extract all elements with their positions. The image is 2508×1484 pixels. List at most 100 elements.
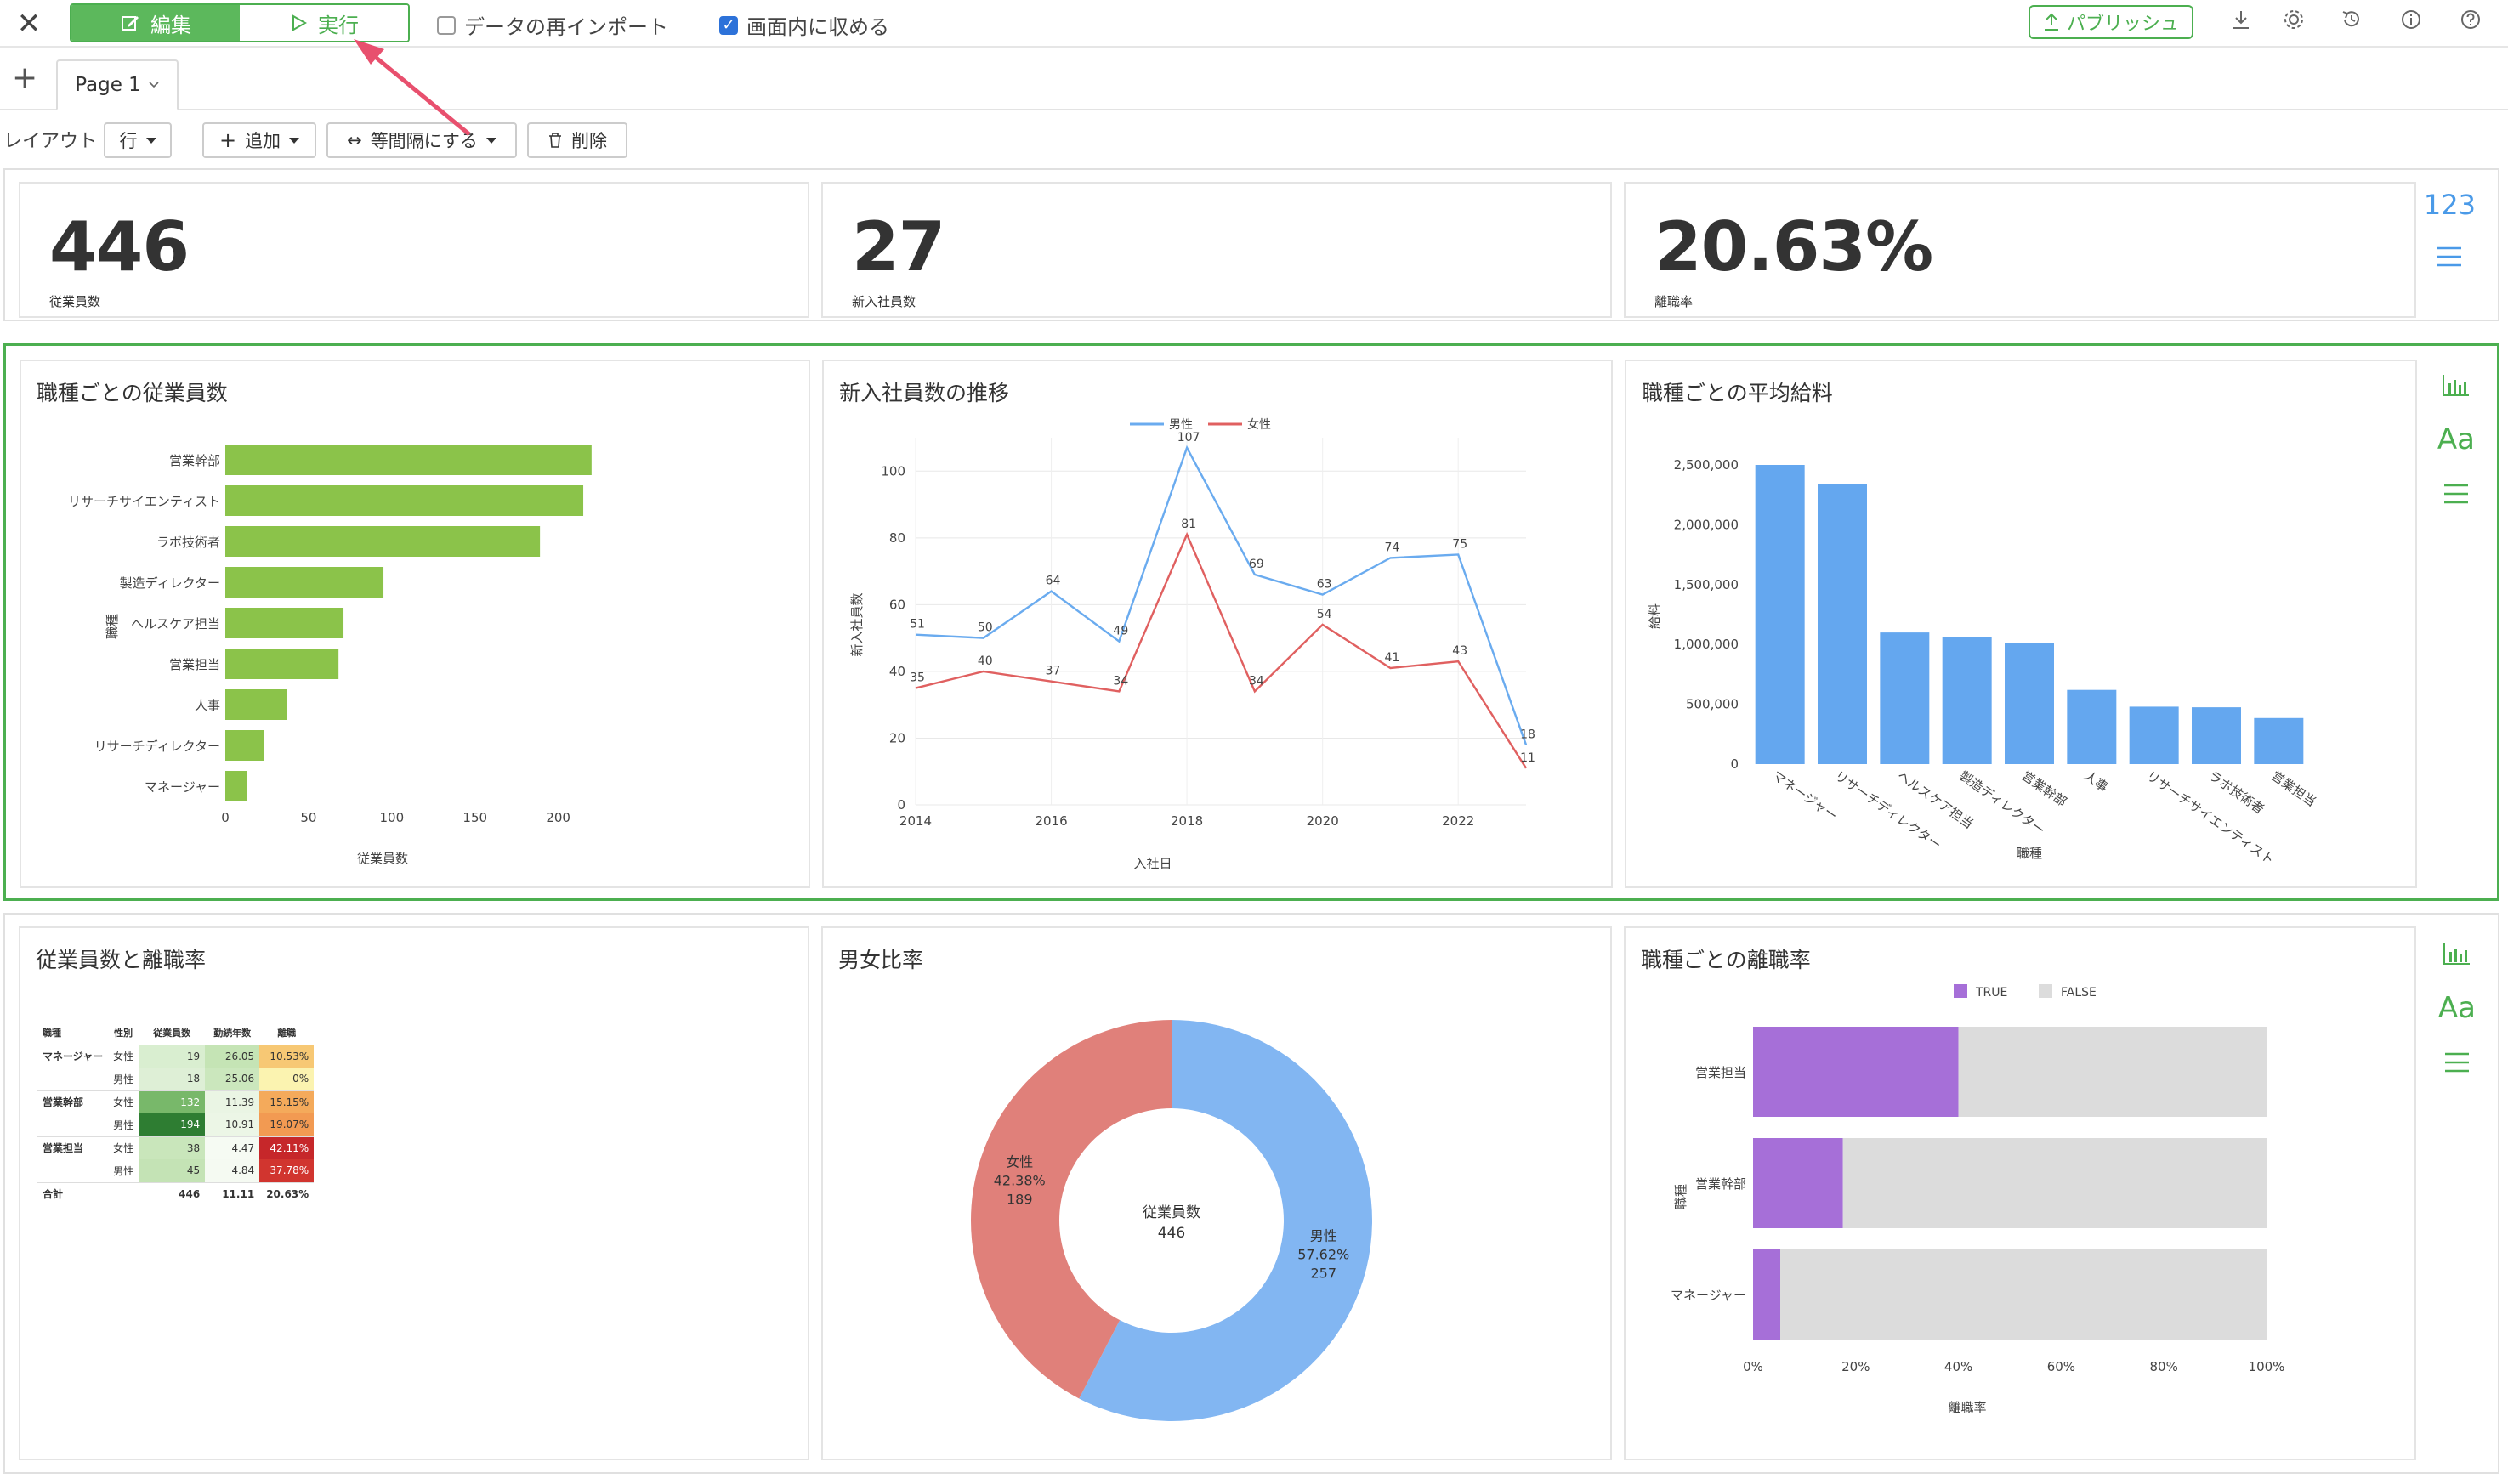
run-mode-label: 実行 [318,13,359,37]
checkbox-box[interactable] [437,15,456,35]
delete-button[interactable]: 削除 [527,122,627,158]
legend-label: TRUE [1975,986,2007,1000]
fit-screen-checkbox[interactable]: ✓ 画面内に収める [719,10,889,40]
chevron-down-icon[interactable] [148,81,160,89]
pivot-cell: 19.07% [259,1113,315,1136]
pivot-row: 営業幹部 女性 132 11.39 15.15% [37,1090,315,1113]
data-label: 69 [1249,558,1264,571]
kpi-card-attrition[interactable]: 20.63% 離職率 [1624,182,2416,318]
data-label: 51 [910,618,925,632]
card-title: 職種ごとの平均給料 [1642,381,1833,405]
pivot-cell: 132 [139,1090,206,1113]
edit-mode-button[interactable]: 編集 [71,5,240,41]
axis-label: 職種 [105,614,120,639]
info-icon[interactable] [2396,8,2426,39]
gender-ratio-card[interactable]: 男女比率 男性 57.62% 257 女性 42.38% 189 従業員数 446 [821,926,1612,1460]
data-label: 35 [910,671,925,685]
menu-icon[interactable] [2439,477,2473,511]
bar [2005,643,2054,764]
delete-label: 削除 [571,131,607,151]
pivot-row: 男性 194 10.91 19.07% [37,1113,315,1136]
menu-icon[interactable] [2432,240,2466,274]
legend-label: 男性 [1169,418,1193,432]
kpi-row[interactable]: 446 従業員数 27 新入社員数 20.63% 離職率 123 [3,168,2499,321]
avg-salary-card[interactable]: 職種ごとの平均給料 0 500,000 1,000,000 1,500,000 2,00… [1625,360,2417,888]
edit-mode-label: 編集 [150,13,191,37]
data-label: 41 [1385,651,1400,665]
category-label: 営業担当 [2268,768,2318,810]
reimport-checkbox[interactable]: データの再インポート [437,10,668,40]
bar-chart-icon[interactable] [2440,937,2474,971]
category-label: 人事 [195,698,220,713]
tick-label: 100 [881,463,905,479]
axis-label: 職種 [1673,1184,1688,1209]
attrition-card[interactable]: 職種ごとの離職率 営業担当 営業幹部 マネージャー 0% 20% 40% 60% 80% 100… [1624,926,2416,1460]
help-icon[interactable] [2455,8,2486,39]
data-label: 34 [1249,674,1264,688]
jobs-count-card[interactable]: 職種ごとの従業員数 営業幹部 リサーチサイエンティスト ラボ技術者 製造ディレクターヘ… [20,360,810,888]
slice-percent: 57.62% [1297,1247,1349,1263]
bar [2129,706,2179,764]
chart-row-1[interactable]: 職種ごとの従業員数 営業幹部 リサーチサイエンティスト ラボ技術者 製造ディレクターヘ… [3,343,2499,901]
pivot-cell: 10.91 [205,1113,260,1136]
legend-label: FALSE [2061,986,2097,1000]
tab-page-1[interactable]: Page 1 [56,59,179,110]
slice-value: 257 [1310,1266,1336,1282]
pivot-cell: 11.39 [205,1090,260,1113]
add-button[interactable]: + 追加 [202,122,316,158]
pivot-header: 職種 [43,1028,61,1039]
new-hires-card[interactable]: 新入社員数の推移 0 20 40 60 80 100 2014 2016 2018 2020 202… [822,360,1613,888]
layout-select[interactable]: 行 [104,122,172,158]
tick-label: 0 [221,810,230,825]
chart-row-2[interactable]: 従業員数と離職率 職種 性別 従業員数 勤続年数 離職 マネージャー 女性 19 26… [3,913,2499,1474]
kpi-value: 20.63% [1654,207,1933,286]
download-icon[interactable] [2226,8,2256,39]
tab-label: Page 1 [75,74,141,96]
checkbox-checked[interactable]: ✓ [719,15,738,35]
bar [225,526,541,557]
tick-label: 50 [300,810,316,825]
menu-icon[interactable] [2440,1045,2474,1079]
kpi-side-tools: 123 [2424,189,2476,294]
bar [225,445,592,475]
pivot-cell: 45 [139,1159,206,1182]
text-format-icon[interactable]: Aa [2437,422,2475,456]
category-label: リサーチサイエンティスト [68,494,220,509]
bar-segment [1753,1138,1843,1228]
text-format-icon[interactable]: Aa [2437,991,2476,1025]
pivot-total-cell: 446 [139,1181,206,1205]
publish-button[interactable]: パブリッシュ [2029,5,2193,39]
bar-chart-icon[interactable] [2439,368,2473,402]
bar [2254,717,2304,764]
tick-label: 20% [1841,1359,1870,1374]
category-label: ヘルスケア担当 [131,616,220,632]
slice-value: 189 [1007,1191,1033,1207]
bar [225,771,247,801]
add-page-icon[interactable]: + [12,60,38,95]
number-icon[interactable]: 123 [2423,189,2476,221]
pivot-cell: 男性 [113,1073,134,1085]
category-label: リサーチディレクター [94,739,220,754]
caret-down-icon [289,137,300,144]
add-label: 追加 [245,131,281,151]
plus-icon: + [218,128,237,152]
close-icon[interactable]: ✕ [16,7,42,41]
gear-icon[interactable] [2278,8,2309,39]
pivot-header: 性別 [114,1028,133,1039]
pivot-cell [37,1159,108,1182]
run-mode-button[interactable]: 実行 [240,5,408,41]
equalize-button[interactable]: ↔ 等間隔にする [326,122,517,158]
pivot-cell [37,1113,108,1136]
history-icon[interactable] [2336,8,2367,39]
data-label: 74 [1385,541,1400,554]
kpi-card-employees[interactable]: 446 従業員数 [19,182,809,318]
data-label: 54 [1317,608,1332,621]
kpi-card-new-hires[interactable]: 27 新入社員数 [821,182,1612,318]
tick-label: 500,000 [1686,697,1739,712]
center-value: 446 [1158,1225,1185,1242]
legend-swatch [1954,984,1967,998]
pivot-card[interactable]: 従業員数と離職率 職種 性別 従業員数 勤続年数 離職 マネージャー 女性 19 26… [19,926,809,1460]
tick-label: 40 [889,664,905,679]
pivot-cell: 194 [139,1113,206,1136]
legend-swatch [2039,984,2052,998]
